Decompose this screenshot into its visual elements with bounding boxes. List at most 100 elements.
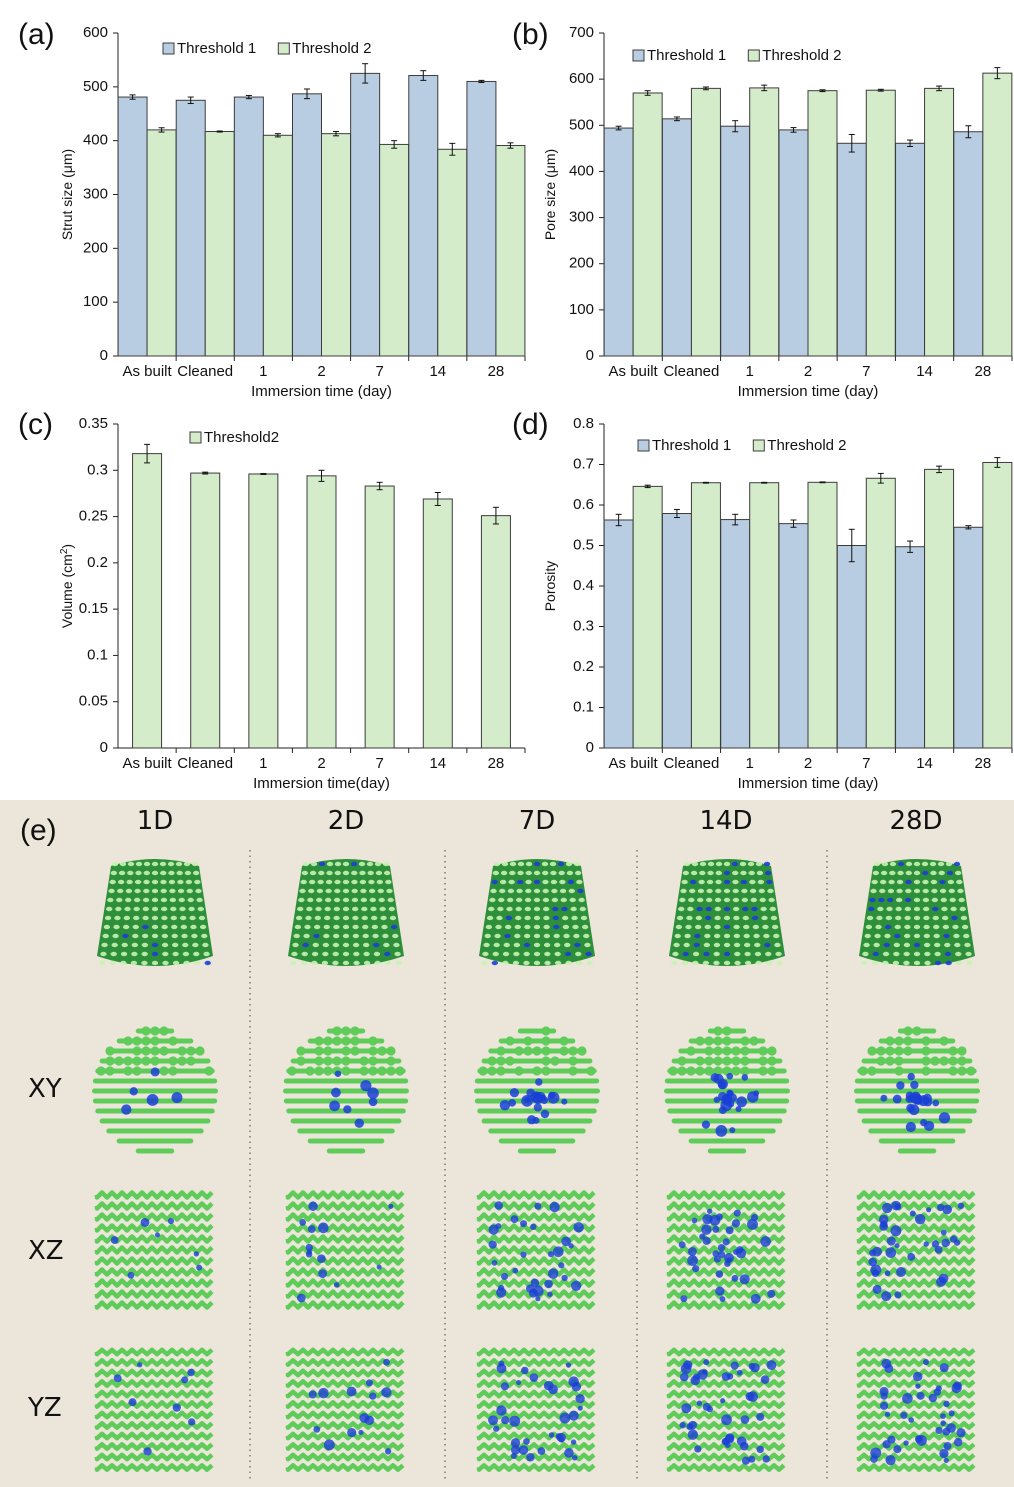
bar-threshold2-3 (306, 475, 337, 749)
y-tick-label: 0.1 (573, 698, 594, 715)
scaffold-3d-render (97, 859, 213, 966)
y-tick-label: 0 (100, 739, 108, 756)
x-tick-label: 14 (916, 755, 933, 772)
scaffold-xy-slice (854, 1026, 980, 1154)
x-tick-label: 7 (375, 363, 383, 380)
y-tick-label: 0 (100, 347, 108, 364)
panel-label-d: (d) (512, 408, 549, 441)
y-axis-label: Pore size (μm) (542, 149, 558, 240)
x-axis-label: Immersion time(day) (253, 775, 390, 792)
bar-threshold2-2 (248, 473, 279, 749)
y-tick-label: 0.3 (87, 461, 108, 478)
bar-threshold-1-2 (720, 519, 751, 749)
x-tick-label: As built (609, 363, 659, 380)
y-tick-label: 0 (586, 347, 594, 364)
scaffold-xz-slice (856, 1190, 976, 1310)
scaffold-xy-slice (474, 1026, 600, 1154)
bar-threshold-2-6 (495, 145, 526, 357)
y-tick-label: 500 (83, 78, 108, 95)
y-tick-label: 0.15 (79, 600, 108, 617)
bar-threshold-1-3 (778, 523, 809, 749)
legend-swatch (747, 49, 760, 62)
bar-threshold-2-1 (690, 87, 721, 357)
x-tick-label: 14 (429, 755, 446, 772)
y-tick-label: 0.8 (573, 415, 594, 432)
bar-threshold-2-6 (982, 72, 1013, 357)
scaffold-xy-slice (664, 1026, 790, 1154)
y-tick-label: 100 (569, 301, 594, 318)
bar-threshold2-5 (422, 498, 453, 749)
legend-label: Threshold 2 (767, 437, 846, 454)
bar-threshold-1-6 (953, 526, 984, 749)
bar-threshold-1-4 (350, 72, 381, 357)
scaffold-xz-slice (94, 1190, 214, 1310)
x-tick-label: 2 (804, 755, 812, 772)
y-tick-label: 0.3 (573, 617, 594, 634)
row-label-yz: YZ (28, 1393, 62, 1423)
legend-swatch (632, 49, 645, 62)
bar-threshold-1-3 (778, 129, 809, 357)
x-tick-label: 14 (429, 363, 446, 380)
bar-threshold-1-0 (117, 96, 148, 357)
bar-threshold-2-5 (924, 87, 955, 357)
scaffold-yz-slice (94, 1347, 214, 1472)
x-tick-label: As built (122, 755, 172, 772)
row-label-xz: XZ (28, 1236, 64, 1266)
column-header-14d: 14D (699, 806, 753, 836)
scaffold-yz-slice (476, 1347, 596, 1472)
bar-threshold-1-5 (895, 546, 926, 749)
x-tick-label: 1 (259, 755, 267, 772)
bar-threshold-2-2 (749, 482, 780, 749)
y-tick-label: 500 (569, 116, 594, 133)
column-header-7d: 7D (518, 806, 556, 836)
scaffold-column-4 (854, 859, 980, 1472)
y-axis-label: Porosity (542, 561, 558, 612)
legend-label: Threshold 1 (647, 47, 726, 64)
column-header-28d: 28D (889, 806, 943, 836)
x-tick-label: 7 (862, 755, 870, 772)
x-tick-label: Cleaned (663, 755, 719, 772)
chart-c: (c) 0 0.05 0.1 0.15 0.2 0.25 0.3 0.35 Volume (cm2… (18, 408, 526, 792)
y-tick-label: 0.6 (573, 496, 594, 513)
y-tick-label: 0.1 (87, 646, 108, 663)
bar-threshold-2-1 (690, 482, 721, 749)
scaffold-column-3 (664, 859, 790, 1472)
legend-swatch (162, 42, 175, 55)
y-tick-label: 600 (83, 24, 108, 41)
scaffold-images-svg (92, 850, 980, 1482)
x-tick-label: As built (609, 755, 659, 772)
scaffold-yz-slice (666, 1347, 786, 1472)
x-tick-label: 1 (746, 755, 754, 772)
legend-swatch (189, 431, 202, 444)
bar-threshold-1-5 (895, 142, 926, 357)
bar-threshold-2-3 (321, 133, 351, 357)
y-tick-label: 0.2 (573, 658, 594, 675)
x-axis-label: Immersion time (day) (251, 383, 392, 400)
legend-swatch (637, 439, 650, 452)
bar-threshold-2-1 (204, 131, 235, 357)
bar-threshold-2-0 (146, 129, 177, 357)
bar-threshold-2-6 (982, 461, 1013, 749)
legend-label: Threshold2 (204, 429, 279, 446)
y-tick-label: 300 (569, 209, 594, 226)
legend-label: Threshold 1 (652, 437, 731, 454)
panel-label-b: (b) (512, 18, 549, 51)
bar-threshold-1-6 (466, 80, 497, 357)
x-tick-label: 1 (746, 363, 754, 380)
y-tick-label: 0 (586, 739, 594, 756)
bar-threshold-2-3 (807, 90, 838, 357)
y-axis-label: Volume (cm2) (59, 544, 76, 628)
bar-threshold-2-4 (379, 143, 410, 357)
y-tick-label: 0.5 (573, 536, 594, 553)
y-tick-label: 0.25 (79, 508, 108, 525)
bar-threshold-2-2 (749, 87, 780, 357)
bar-threshold-2-5 (924, 468, 955, 749)
y-tick-label: 300 (83, 185, 108, 202)
bar-threshold-2-5 (437, 148, 468, 357)
scaffold-column-2 (474, 859, 600, 1472)
bar-threshold-2-0 (632, 485, 663, 749)
chart-a: (a) 0 100 200 300 400 500 600 Strut size (μm) As … (18, 18, 526, 400)
x-tick-label: Cleaned (177, 755, 233, 772)
bar-threshold-2-4 (865, 477, 896, 749)
x-axis-label: Immersion time (day) (738, 383, 879, 400)
